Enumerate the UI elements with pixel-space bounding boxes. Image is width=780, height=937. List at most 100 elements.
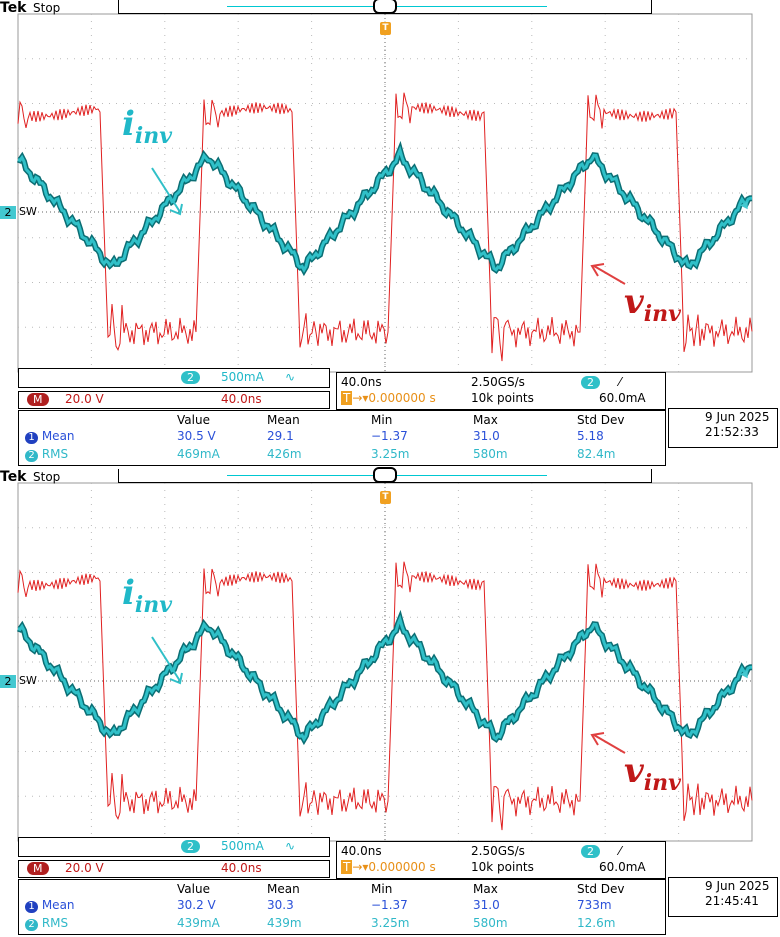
date-time-box: 9 Jun 2025 21:52:33 [668,408,778,448]
acquisition-state: Stop [33,470,61,484]
ch2-scale: 500mA [221,839,264,853]
math-box[interactable]: M 20.0 V 40.0ns [18,391,330,409]
trigger-level: 60.0mA [599,391,646,405]
meas-cell: 426m [267,447,302,461]
annotation-arrows [151,636,626,754]
record-view-bar[interactable] [118,0,652,14]
meas-cell: 31.0 [473,898,500,912]
sample-rate: 2.50GS/s [471,844,525,858]
waveform-display [17,482,753,842]
time: 21:52:33 [705,425,759,439]
ch2-coupling-icon: ∿ [285,370,296,384]
ch2-scale: 500mA [221,370,264,384]
meas-cell: 439mA [177,916,220,930]
meas-cell: 30.3 [267,898,294,912]
meas-header: Max [473,882,498,896]
timebase: 40.0ns [341,375,382,389]
iinv-trace [17,145,753,274]
i-inv-label: iinv [122,573,173,618]
math-chip: M [27,862,49,875]
meas-row-label: 2 RMS [25,447,68,462]
ground-label: SW [19,674,37,687]
math-scale: 20.0 V [65,392,104,406]
math-scale: 20.0 V [65,861,104,875]
meas-cell: 29.1 [267,429,294,443]
annotation-arrows [151,167,626,285]
trigger-marker-icon[interactable]: T [380,22,391,35]
meas-cell: 733m [577,898,612,912]
date-time-box: 9 Jun 2025 21:45:41 [668,877,778,917]
meas-header: Std Dev [577,413,625,427]
meas-header: Min [371,882,393,896]
ch2-ground-marker[interactable]: 2 [0,675,16,688]
brand-logo: Tek [0,469,27,485]
meas-header: Mean [267,882,300,896]
v-inv-label: vinv [624,282,681,327]
sample-rate: 2.50GS/s [471,375,525,389]
trigger-position-bracket [373,0,397,14]
meas-cell: 469mA [177,447,220,461]
meas-header: Max [473,413,498,427]
meas-cell: 3.25m [371,447,410,461]
record-view-bar[interactable] [118,467,652,483]
i-inv-label: iinv [122,104,173,149]
meas-cell: 439m [267,916,302,930]
v-inv-label: vinv [624,751,681,796]
meas-cell: 3.25m [371,916,410,930]
measurement-table: Value Mean Min Max Std Dev 1 Mean 30.5 V 29.1 −… [18,410,666,466]
timebase: 40.0ns [341,844,382,858]
date: 9 Jun 2025 [705,879,770,893]
trigger-source-chip: 2 [581,845,600,858]
horizontal-trigger-box[interactable]: 40.0ns 2.50GS/s 2 ⁄ T →▾0.000000 s 10k po… [336,841,666,879]
brand-logo: Tek [0,0,27,16]
trigger-level: 60.0mA [599,860,646,874]
trigger-position-bracket [373,467,397,483]
ch2-scale-box[interactable]: 2 500mA ∿ [18,837,330,857]
meas-cell: 580m [473,916,508,930]
meas-header: Std Dev [577,882,625,896]
ch2-chip: 2 [181,840,200,853]
meas-row-label: 1 Mean [25,898,75,913]
trigger-marker-icon[interactable]: T [380,491,391,504]
meas-header: Min [371,413,393,427]
time: 21:45:41 [705,894,759,908]
ch2-ground-marker[interactable]: 2 [0,206,16,219]
meas-header: Value [177,413,210,427]
measurement-table: Value Mean Min Max Std Dev 1 Mean 30.2 V 30.3 −… [18,879,666,935]
acquisition-state: Stop [33,1,61,15]
meas-header: Mean [267,413,300,427]
math-chip: M [27,393,49,406]
meas-header: Value [177,882,210,896]
meas-cell: 5.18 [577,429,604,443]
date: 9 Jun 2025 [705,410,770,424]
record-length: 10k points [471,860,534,874]
math-time: 40.0ns [221,392,262,406]
meas-cell: −1.37 [371,898,408,912]
ch2-coupling-icon: ∿ [285,839,296,853]
trigger-level-icon: ◀ [740,669,748,680]
iinv-trace [17,614,753,743]
math-box[interactable]: M 20.0 V 40.0ns [18,860,330,878]
vinv-trace [17,561,753,831]
ch2-chip: 2 [181,371,200,384]
meas-cell: 82.4m [577,447,616,461]
vinv-trace [17,92,753,362]
meas-row-label: 2 RMS [25,916,68,931]
meas-cell: 31.0 [473,429,500,443]
ground-label: SW [19,205,37,218]
trigger-slope-icon: ⁄ [619,844,622,858]
trigger-position: T →▾0.000000 s [341,391,436,405]
meas-row-label: 1 Mean [25,429,75,444]
scope-panel-1: Tek Stop T 2 SW ◀ iinv vinv 2 500mA ∿ M … [0,0,780,468]
trigger-position: T →▾0.000000 s [341,860,436,874]
horizontal-trigger-box[interactable]: 40.0ns 2.50GS/s 2 ⁄ T →▾0.000000 s 10k po… [336,372,666,410]
math-time: 40.0ns [221,861,262,875]
meas-cell: 580m [473,447,508,461]
scope-panel-2: Tek Stop T 2 SW ◀ iinv vinv 2 500mA ∿ M … [0,467,780,937]
meas-cell: 30.5 V [177,429,216,443]
record-length: 10k points [471,391,534,405]
trigger-level-icon: ◀ [740,200,748,211]
meas-cell: 30.2 V [177,898,216,912]
ch2-scale-box[interactable]: 2 500mA ∿ [18,368,330,388]
trigger-source-chip: 2 [581,376,600,389]
